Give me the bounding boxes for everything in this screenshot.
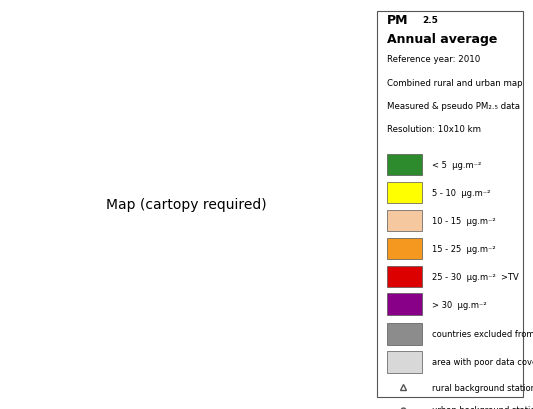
Text: Resolution: 10x10 km: Resolution: 10x10 km (387, 125, 481, 134)
Text: 10 - 15  μg.m⁻²: 10 - 15 μg.m⁻² (432, 216, 496, 225)
Text: Combined rural and urban map: Combined rural and urban map (387, 79, 522, 88)
Text: 5 - 10  μg.m⁻²: 5 - 10 μg.m⁻² (432, 189, 490, 198)
Bar (387, 324, 423, 345)
Text: 25 - 30  μg.m⁻²  >TV: 25 - 30 μg.m⁻² >TV (432, 272, 519, 281)
Bar (387, 238, 423, 259)
Text: Annual average: Annual average (387, 33, 497, 46)
Text: Reference year: 2010: Reference year: 2010 (387, 55, 480, 64)
Bar (387, 182, 423, 204)
Bar (387, 155, 423, 176)
Text: > 30  μg.m⁻²: > 30 μg.m⁻² (432, 300, 487, 309)
Text: Measured & pseudo PM₂.₅ data: Measured & pseudo PM₂.₅ data (387, 102, 520, 111)
Text: urban background station: urban background station (432, 405, 533, 409)
Bar (387, 210, 423, 231)
Bar (387, 351, 423, 373)
Text: countries excluded from study: countries excluded from study (432, 330, 533, 339)
Text: Map (cartopy required): Map (cartopy required) (106, 198, 267, 211)
Text: 15 - 25  μg.m⁻²: 15 - 25 μg.m⁻² (432, 244, 496, 253)
Text: rural background station: rural background station (432, 383, 533, 392)
Text: < 5  μg.m⁻²: < 5 μg.m⁻² (432, 161, 481, 170)
Text: PM: PM (387, 14, 408, 27)
Text: area with poor data coverage: area with poor data coverage (432, 357, 533, 366)
Text: 2.5: 2.5 (423, 16, 438, 25)
Bar (387, 294, 423, 315)
Bar (387, 266, 423, 287)
